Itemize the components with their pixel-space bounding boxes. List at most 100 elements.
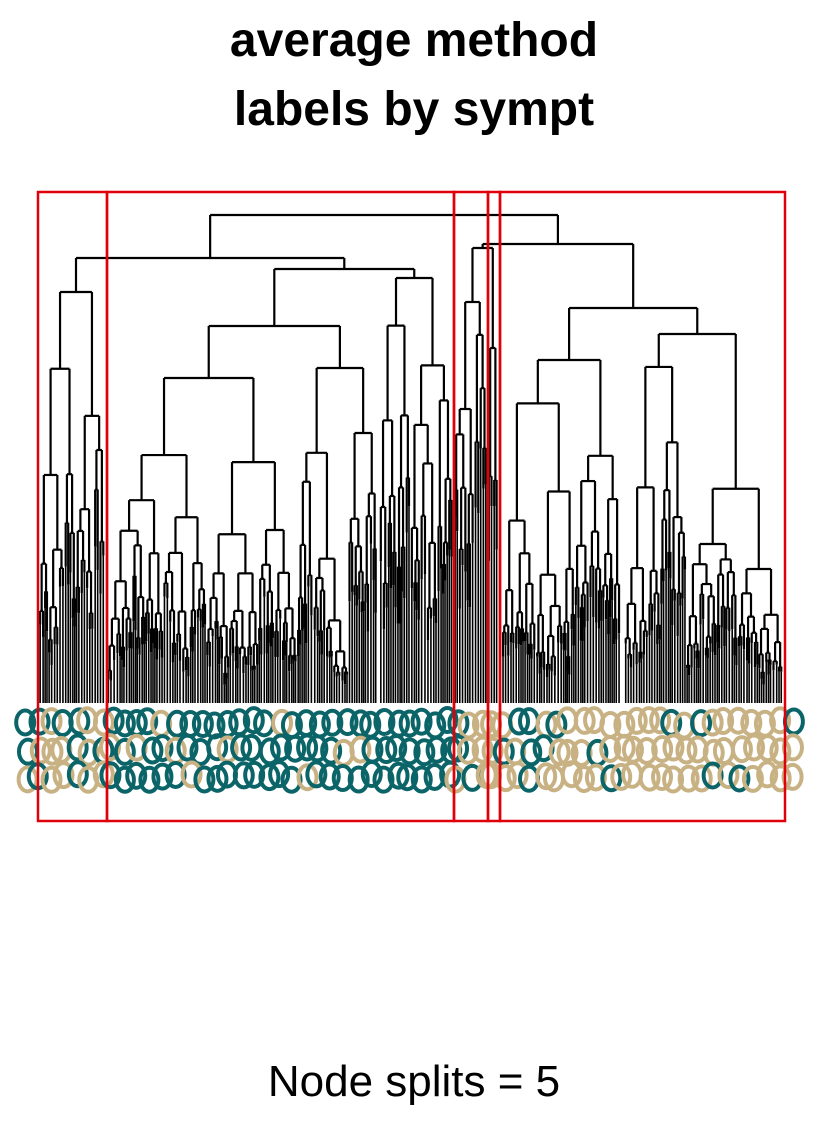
leaf-label-glyph bbox=[690, 764, 713, 793]
leaf-label-glyph bbox=[398, 737, 421, 766]
cluster-box bbox=[498, 190, 787, 823]
leaf-label-glyph bbox=[206, 764, 229, 793]
leaf-label-glyph bbox=[769, 706, 792, 735]
leaf-label-glyph bbox=[635, 737, 658, 766]
leaf-label-glyph bbox=[410, 707, 433, 736]
leaf-label-glyph bbox=[690, 709, 713, 738]
leaf-label-glyph bbox=[413, 738, 436, 767]
leaf-label-glyph bbox=[572, 765, 595, 794]
leaf-label-glyph bbox=[425, 735, 448, 764]
leaf-label-glyph bbox=[180, 760, 203, 789]
leaf-label-glyph bbox=[492, 737, 515, 766]
leaf-label-glyph bbox=[584, 763, 607, 792]
leaf-label-glyph bbox=[436, 706, 459, 735]
leaf-label-glyph bbox=[756, 734, 779, 763]
leaf-label-glyph bbox=[113, 737, 136, 766]
leaf-label-glyph bbox=[494, 764, 517, 793]
leaf-label-glyph bbox=[756, 760, 779, 789]
leaf-label-glyph bbox=[741, 764, 764, 793]
leaf-label-glyph bbox=[331, 764, 354, 793]
leaf-label-glyph bbox=[243, 760, 266, 789]
chart-title-line-2: labels by sympt bbox=[233, 83, 595, 136]
leaf-label-glyph bbox=[28, 707, 51, 736]
leaf-label-glyph bbox=[164, 760, 187, 789]
dendrogram-tree bbox=[39, 213, 783, 703]
leaf-label-glyph bbox=[349, 709, 372, 738]
leaf-label-glyph bbox=[372, 765, 395, 794]
leaf-label-glyph bbox=[410, 765, 433, 794]
leaf-label-glyph bbox=[506, 761, 529, 790]
leaf-label-glyph bbox=[125, 761, 148, 790]
leaf-label-glyph bbox=[662, 733, 685, 762]
leaf-label-glyph bbox=[781, 733, 804, 762]
leaf-label-glyph bbox=[545, 710, 568, 739]
leaf-label-glyph bbox=[102, 706, 125, 735]
leaf-label-glyph bbox=[398, 709, 421, 738]
leaf-label-glyph bbox=[728, 764, 751, 793]
leaf-label-glyph bbox=[113, 709, 136, 738]
leaf-label-glyph bbox=[321, 708, 344, 737]
leaf-label-glyph bbox=[193, 765, 216, 794]
leaf-label-glyph bbox=[113, 765, 136, 794]
leaf-label-glyph bbox=[284, 734, 307, 763]
leaf-label-glyph bbox=[92, 760, 115, 789]
leaf-label-glyph bbox=[66, 733, 89, 762]
leaf-label-glyph bbox=[651, 734, 674, 763]
leaf-label-glyph bbox=[66, 760, 89, 789]
leaf-label-glyph bbox=[560, 760, 583, 789]
leaf-label-glyph bbox=[677, 764, 700, 793]
leaf-label-glyph bbox=[99, 761, 122, 790]
leaf-label-glyph bbox=[396, 763, 419, 792]
leaf-label-glyph bbox=[637, 706, 660, 735]
leaf-label-glyph bbox=[349, 735, 372, 764]
leaf-label-glyph bbox=[769, 737, 792, 766]
leaf-label-glyph bbox=[508, 707, 531, 736]
leaf-label-glyph bbox=[650, 763, 673, 792]
chart-title-line-1: average method bbox=[229, 14, 599, 67]
leaf-label-glyph bbox=[176, 733, 199, 762]
leaf-label-glyph bbox=[92, 708, 115, 737]
leaf-label-glyph bbox=[151, 762, 174, 791]
leaf-label-glyph bbox=[447, 734, 470, 763]
leaf-label-glyph bbox=[166, 709, 189, 738]
leaf-label-glyph bbox=[662, 765, 685, 794]
leaf-label-glyph bbox=[610, 762, 633, 791]
node-splits-caption: Node splits = 5 bbox=[267, 1057, 561, 1106]
leaf-label-glyph bbox=[600, 764, 623, 793]
leaf-label-glyph bbox=[206, 733, 229, 762]
leaf-label-glyph bbox=[268, 760, 291, 789]
leaf-label-glyph bbox=[385, 734, 408, 763]
leaf-label-glyph bbox=[701, 761, 724, 790]
leaf-label-glyph bbox=[520, 738, 543, 767]
leaf-label-glyph bbox=[781, 762, 804, 791]
leaf-label-glyph bbox=[230, 733, 253, 762]
leaf-label-glyph bbox=[625, 706, 648, 735]
leaf-label-glyph bbox=[373, 707, 396, 736]
leaf-label-glyph bbox=[68, 707, 91, 736]
leaf-label-glyph bbox=[305, 760, 328, 789]
leaf-label-glyph bbox=[29, 736, 52, 765]
leaf-label-glyph bbox=[232, 761, 255, 790]
leaf-label-glyph bbox=[727, 706, 750, 735]
leaf-label-glyph bbox=[649, 706, 672, 735]
leaf-label-glyph bbox=[712, 707, 735, 736]
leaf-label-glyph bbox=[306, 734, 329, 763]
leaf-label-glyph bbox=[40, 707, 63, 736]
leaf-label-glyph bbox=[258, 763, 281, 792]
leaf-label-glyph bbox=[556, 706, 579, 735]
cluster-boxes bbox=[36, 190, 787, 823]
leaf-label-glyph bbox=[98, 733, 121, 762]
leaf-label-glyph bbox=[570, 738, 593, 767]
leaf-label-glyph bbox=[318, 762, 341, 791]
leaf-label-glyph bbox=[717, 761, 740, 790]
leaf-label-glyph bbox=[423, 762, 446, 791]
leaf-label-glyph bbox=[769, 764, 792, 793]
leaf-label-glyph bbox=[191, 710, 214, 739]
leaf-label-glyph bbox=[336, 708, 359, 737]
leaf-label-glyph bbox=[296, 763, 319, 792]
leaf-label-glyph bbox=[375, 736, 398, 765]
leaf-label-glyph bbox=[387, 761, 410, 790]
leaf-label-glyph bbox=[138, 765, 161, 794]
leaf-label-glyph bbox=[347, 765, 370, 794]
